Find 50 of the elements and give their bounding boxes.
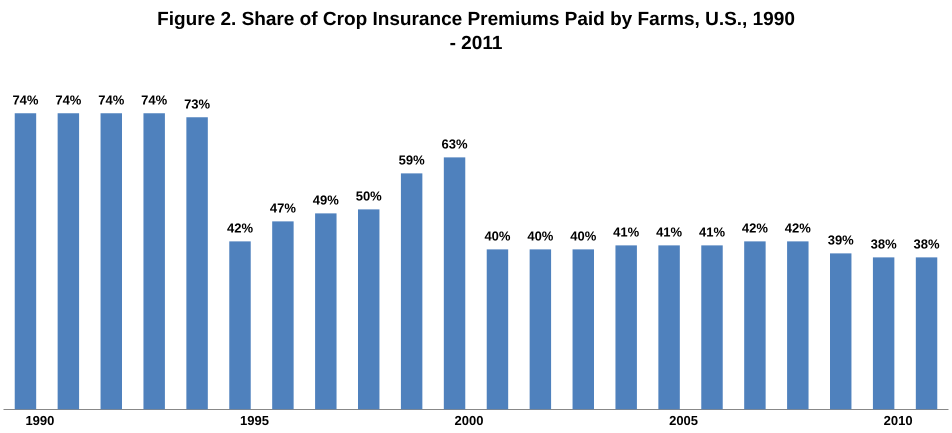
bar [787,241,809,410]
data-label: 42% [784,220,812,236]
data-label: 41% [698,224,726,240]
data-label: 40% [570,228,597,244]
bar [315,213,337,410]
data-label: 41% [656,224,683,240]
bar [701,245,723,410]
bar [830,253,852,410]
data-label: 74% [141,92,168,108]
x-tick-label: 2010 [884,412,913,428]
bar [100,113,122,410]
bar [229,241,251,410]
bar [615,245,637,410]
data-label: 38% [870,236,898,252]
bar [14,113,36,410]
data-label: 74% [12,92,39,108]
data-label: 74% [55,92,82,108]
data-label: 47% [270,200,296,216]
data-label: 49% [312,192,340,208]
bar [358,209,380,410]
data-label: 74% [98,92,125,108]
data-label: 59% [398,152,426,168]
data-label: 39% [828,232,854,248]
data-label: 40% [527,228,554,244]
bar [444,157,466,410]
x-tick-label: 2005 [669,412,698,428]
data-label: 73% [184,96,211,112]
data-label: 42% [742,220,768,236]
chart-title: Figure 2. Share of Crop Insurance Premiums Paid by Farms, U.S., 1990 - 2011 [156,8,796,56]
bar [530,249,552,410]
data-label: 50% [356,188,382,204]
bar [658,245,680,410]
bar [744,241,766,410]
x-tick-label: 1995 [240,412,269,428]
bar [872,257,894,410]
data-label: 42% [226,220,254,236]
bar [400,173,422,410]
bar [572,249,594,410]
x-tick-label: 2000 [454,412,484,428]
bar [916,257,938,410]
data-label: 38% [914,236,940,252]
bar [486,249,508,410]
bar [186,117,208,410]
x-tick-label: 1990 [25,412,54,428]
bar [272,221,294,410]
bar [143,113,165,410]
data-label: 63% [442,136,468,152]
data-label: 40% [484,228,511,244]
data-label: 41% [613,224,640,240]
bar [58,113,80,410]
